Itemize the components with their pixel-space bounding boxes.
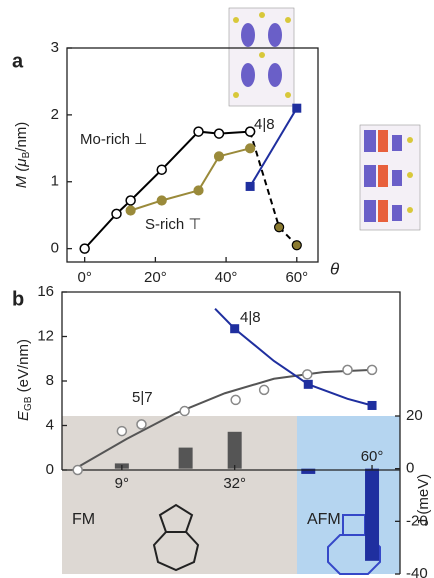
- point: [342, 364, 353, 376]
- point: [136, 419, 147, 430]
- series-label: 4|8: [254, 116, 275, 133]
- point: [292, 103, 302, 113]
- plot-frame: [66, 47, 319, 263]
- x-tick-label: 9°: [115, 475, 129, 492]
- y-tick-label: 2: [51, 106, 59, 123]
- x-tick-label: 32°: [223, 475, 246, 492]
- series-line: [249, 107, 298, 187]
- region-label: AFM: [307, 511, 341, 528]
- region: [62, 416, 297, 574]
- point: [245, 143, 256, 154]
- point: [213, 151, 225, 162]
- x-axis-label: θ: [330, 259, 340, 278]
- point: [193, 126, 204, 137]
- point: [125, 205, 136, 216]
- point: [213, 128, 225, 139]
- point: [79, 243, 90, 254]
- y-axis-label: M (μB/nm): [13, 122, 32, 189]
- point: [156, 164, 167, 175]
- x-tick-label: 0°: [78, 269, 92, 286]
- region-label: FM: [72, 511, 95, 528]
- point: [111, 208, 122, 220]
- x-tick-label: 40°: [215, 269, 238, 286]
- point: [366, 364, 378, 376]
- point: [302, 369, 313, 380]
- series-label: S-rich ⊤: [145, 216, 201, 233]
- series-label: Mo-rich ⊥: [80, 131, 147, 148]
- bar: [178, 447, 193, 469]
- inset-structure: [228, 7, 421, 231]
- y-tick-label: 0: [51, 240, 59, 257]
- series-line: [249, 131, 298, 246]
- x-tick-label: 20°: [144, 269, 167, 286]
- y-tick-label: 8: [46, 372, 54, 389]
- panel-label: a: [12, 50, 24, 72]
- series-line: [214, 307, 373, 407]
- bar: [227, 431, 242, 469]
- point: [291, 240, 302, 251]
- point: [303, 379, 313, 389]
- x-tick-label: 60°: [361, 448, 384, 465]
- point: [245, 181, 255, 191]
- x-tick-label: 60°: [285, 269, 308, 286]
- point: [274, 222, 285, 233]
- point: [193, 185, 204, 196]
- point: [258, 384, 270, 396]
- point: [367, 400, 377, 410]
- point: [244, 126, 256, 137]
- point: [156, 195, 167, 206]
- y-label-main: M (μ: [13, 158, 30, 188]
- series-line: [72, 368, 373, 471]
- y-tick-label: 16: [37, 283, 54, 300]
- y-tick-label: 1: [51, 173, 59, 190]
- point: [72, 464, 83, 476]
- y-tick-label: 0: [46, 461, 54, 478]
- ring-icons: [152, 503, 381, 575]
- y2-tick-label: -40: [406, 565, 428, 578]
- series-line: [130, 147, 251, 212]
- point: [125, 195, 136, 206]
- regions: [62, 416, 400, 574]
- y-label-sub: B: [21, 151, 32, 158]
- y2-axis-label: J (meV): [415, 474, 432, 527]
- series-label: 4|8: [240, 309, 261, 326]
- region: [296, 416, 400, 574]
- y-label-main: E: [15, 410, 32, 421]
- y2-tick-label: 0: [406, 460, 414, 477]
- y-axis-label: EGB (eV/nm): [15, 339, 34, 421]
- y-tick-label: 4: [46, 416, 54, 433]
- bar: [365, 468, 380, 561]
- point: [116, 425, 128, 437]
- panel-label: b: [12, 288, 24, 310]
- point: [179, 405, 190, 417]
- point: [230, 324, 240, 334]
- series-label: 5|7: [132, 389, 153, 406]
- y2-tick-label: -20: [406, 512, 428, 529]
- point: [230, 394, 241, 406]
- y-tick-label: 3: [51, 39, 59, 56]
- y-label-unit: /nm): [13, 122, 30, 152]
- y-label-unit: (eV/nm): [15, 339, 32, 397]
- y-label-sub: GB: [23, 396, 34, 411]
- y-tick-label: 12: [37, 327, 54, 344]
- bar: [301, 468, 316, 474]
- y2-tick-label: 20: [406, 407, 423, 424]
